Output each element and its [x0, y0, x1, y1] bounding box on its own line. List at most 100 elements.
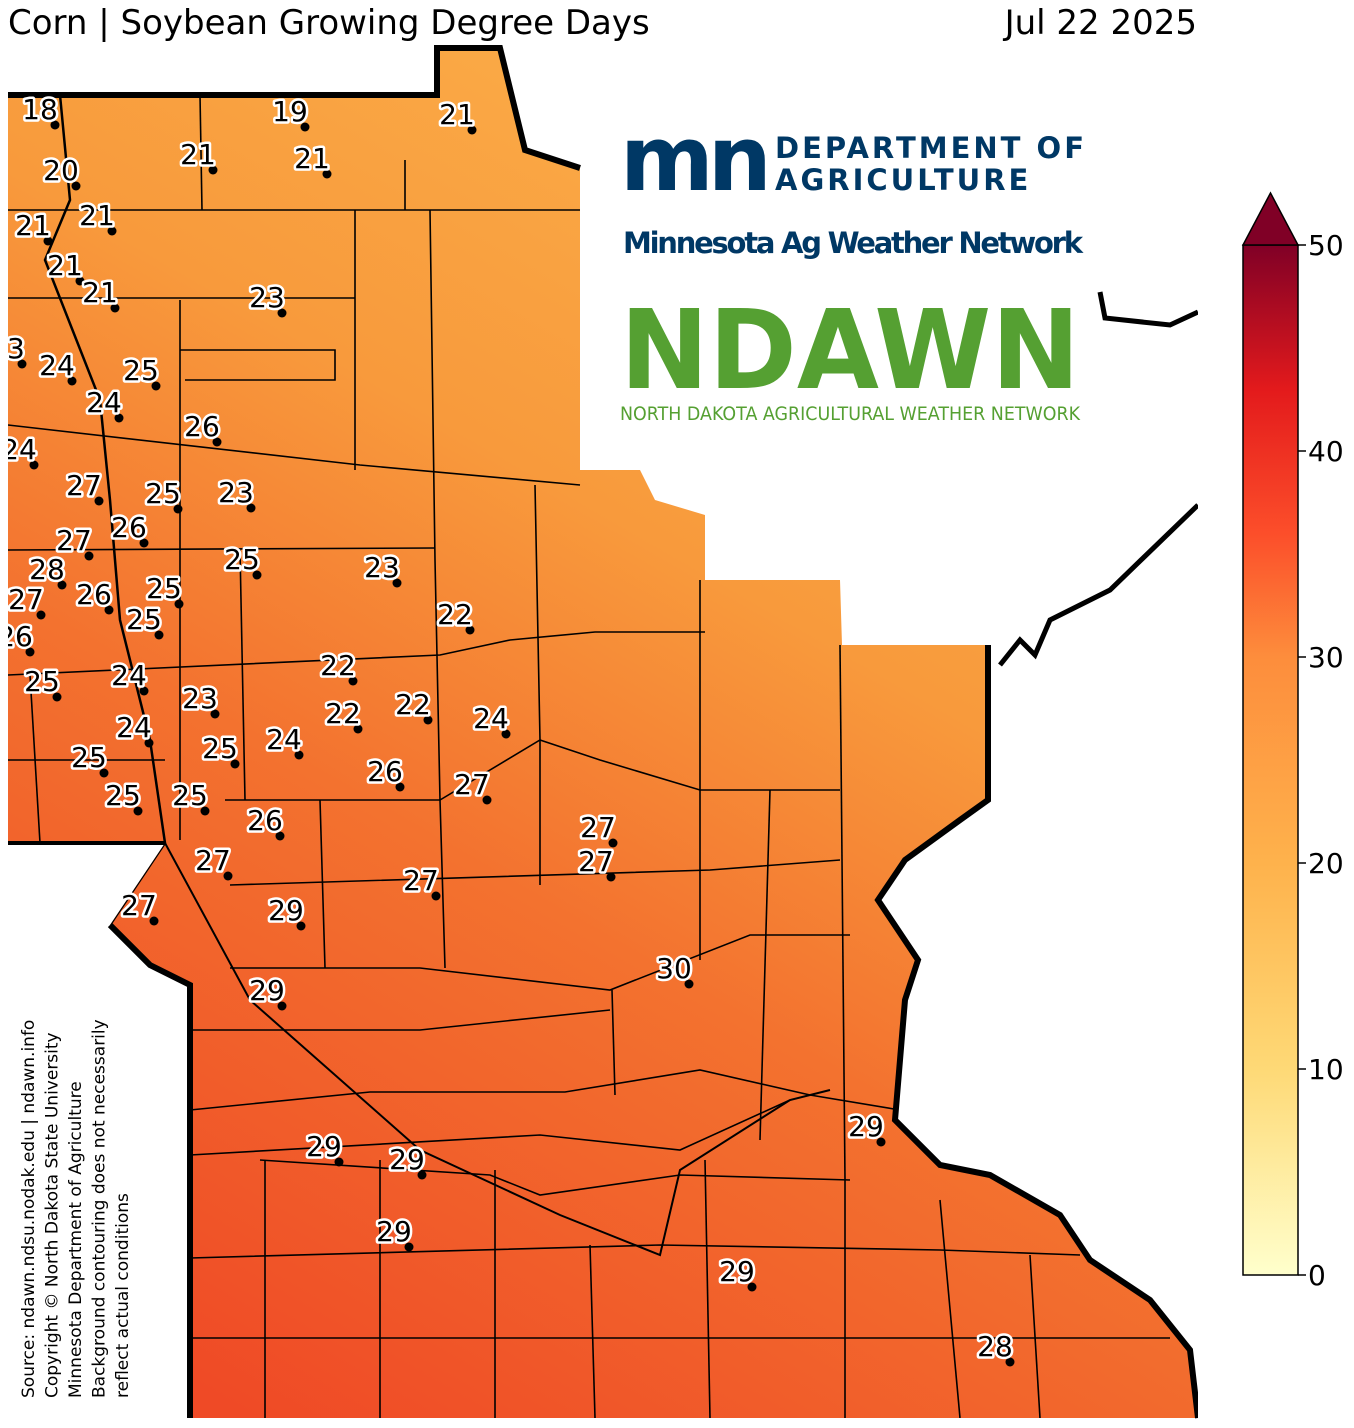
- credit-line: Copyright © North Dakota State Universit…: [43, 1032, 63, 1398]
- colorbar-tick-label: 0: [1308, 1259, 1326, 1292]
- station-dot: [139, 686, 149, 696]
- station-value: 27: [580, 811, 616, 844]
- credit-line: Source: ndawn.ndsu.nodak.edu | ndawn.inf…: [19, 1020, 39, 1398]
- station-dot: [57, 580, 67, 590]
- station-dot: [747, 1282, 757, 1292]
- county-lines: [8, 94, 1170, 1418]
- station-dot: [395, 782, 405, 792]
- map: 1819212121202121212123232425242624272523…: [0, 45, 1198, 1419]
- station-dot: [465, 625, 475, 635]
- colorbar-tick-label: 30: [1308, 641, 1344, 674]
- station-value: 26: [247, 804, 283, 837]
- station-dot: [200, 806, 210, 816]
- station-dot: [322, 169, 332, 179]
- station-dot: [107, 226, 117, 236]
- station-value: 26: [111, 511, 147, 544]
- station-dot: [84, 551, 94, 561]
- station-dot: [149, 916, 159, 926]
- colorbar-tick-label: 50: [1308, 229, 1344, 262]
- station-dot: [467, 125, 477, 135]
- station-value: 25: [202, 732, 238, 765]
- station-value: 24: [473, 702, 509, 735]
- station-value: 24: [1, 433, 37, 466]
- station-value: 27: [66, 469, 102, 502]
- station-value: 29: [268, 894, 304, 927]
- station-value: 28: [29, 553, 65, 586]
- colorbar-scale: [1242, 244, 1299, 1276]
- station-value: 25: [71, 741, 107, 774]
- station-dot: [210, 709, 220, 719]
- colorbar-tick-label: 40: [1308, 435, 1344, 468]
- station-dot: [296, 921, 306, 931]
- ndawn-logo: NDAWN: [620, 286, 1080, 414]
- station-value: 22: [437, 598, 473, 631]
- network-name: Minnesota Ag Weather Network: [623, 226, 1084, 260]
- station-value: 22: [395, 688, 431, 721]
- station-value: 21: [439, 98, 475, 131]
- station-value: 23: [0, 332, 25, 365]
- station-value: 25: [172, 779, 208, 812]
- station-value: 22: [320, 649, 356, 682]
- station-value: 27: [403, 864, 439, 897]
- station-value: 21: [294, 142, 330, 175]
- station-value: 27: [578, 845, 614, 878]
- station-dot: [43, 236, 53, 246]
- station-dot: [144, 738, 154, 748]
- station-dot: [353, 724, 363, 734]
- station-dot: [482, 795, 492, 805]
- credit-line: reflect actual conditions: [113, 1193, 133, 1398]
- station-value: 26: [76, 578, 112, 611]
- station-value: 23: [364, 551, 400, 584]
- station-value: 26: [184, 410, 220, 443]
- station-dot: [50, 120, 60, 130]
- station-value: 25: [146, 572, 182, 605]
- station-layer: 1819212121202121212123232425242624272523…: [0, 91, 1015, 1367]
- station-value: 30: [656, 952, 692, 985]
- station-value: 27: [121, 889, 157, 922]
- station-dot: [212, 437, 222, 447]
- station-value: 29: [376, 1215, 412, 1248]
- station-value: 27: [454, 768, 490, 801]
- station-dot: [29, 460, 39, 470]
- station-dot: [275, 831, 285, 841]
- ndawn-full: NORTH DAKOTA AGRICULTURAL WEATHER NETWOR…: [620, 403, 1080, 425]
- colorbar: 0 10 20 30 40 50: [1241, 191, 1344, 1292]
- station-dot: [1005, 1357, 1015, 1367]
- station-dot: [104, 605, 114, 615]
- station-value: 28: [977, 1330, 1013, 1363]
- station-value: 26: [367, 755, 403, 788]
- credit-line: Background contouring does not necessari…: [90, 1019, 110, 1398]
- station-value: 29: [306, 1130, 342, 1163]
- station-dot: [36, 610, 46, 620]
- station-dot: [608, 838, 618, 848]
- station-dot: [154, 630, 164, 640]
- colorbar-tick-label: 20: [1308, 847, 1344, 880]
- station-dot: [110, 303, 120, 313]
- station-value: 25: [123, 354, 159, 387]
- station-dot: [52, 692, 62, 702]
- station-value: 21: [47, 249, 83, 282]
- station-dot: [139, 538, 149, 548]
- station-dot: [17, 359, 27, 369]
- station-value: 21: [82, 276, 118, 309]
- station-value: 24: [266, 723, 302, 756]
- station-dot: [606, 872, 616, 882]
- station-dot: [223, 871, 233, 881]
- station-dot: [75, 276, 85, 286]
- station-value: 27: [195, 844, 231, 877]
- station-dot: [173, 504, 183, 514]
- station-value: 23: [182, 682, 218, 715]
- station-value: 26: [0, 620, 33, 653]
- station-dot: [71, 181, 81, 191]
- station-value: 29: [249, 974, 285, 1007]
- station-value: 25: [105, 779, 141, 812]
- station-dot: [294, 750, 304, 760]
- station-value: 21: [180, 138, 216, 171]
- station-value: 25: [126, 603, 162, 636]
- station-value: 29: [848, 1110, 884, 1143]
- station-dot: [277, 308, 287, 318]
- colorbar-tick-label: 10: [1308, 1053, 1344, 1086]
- station-dot: [208, 165, 218, 175]
- station-value: 23: [249, 281, 285, 314]
